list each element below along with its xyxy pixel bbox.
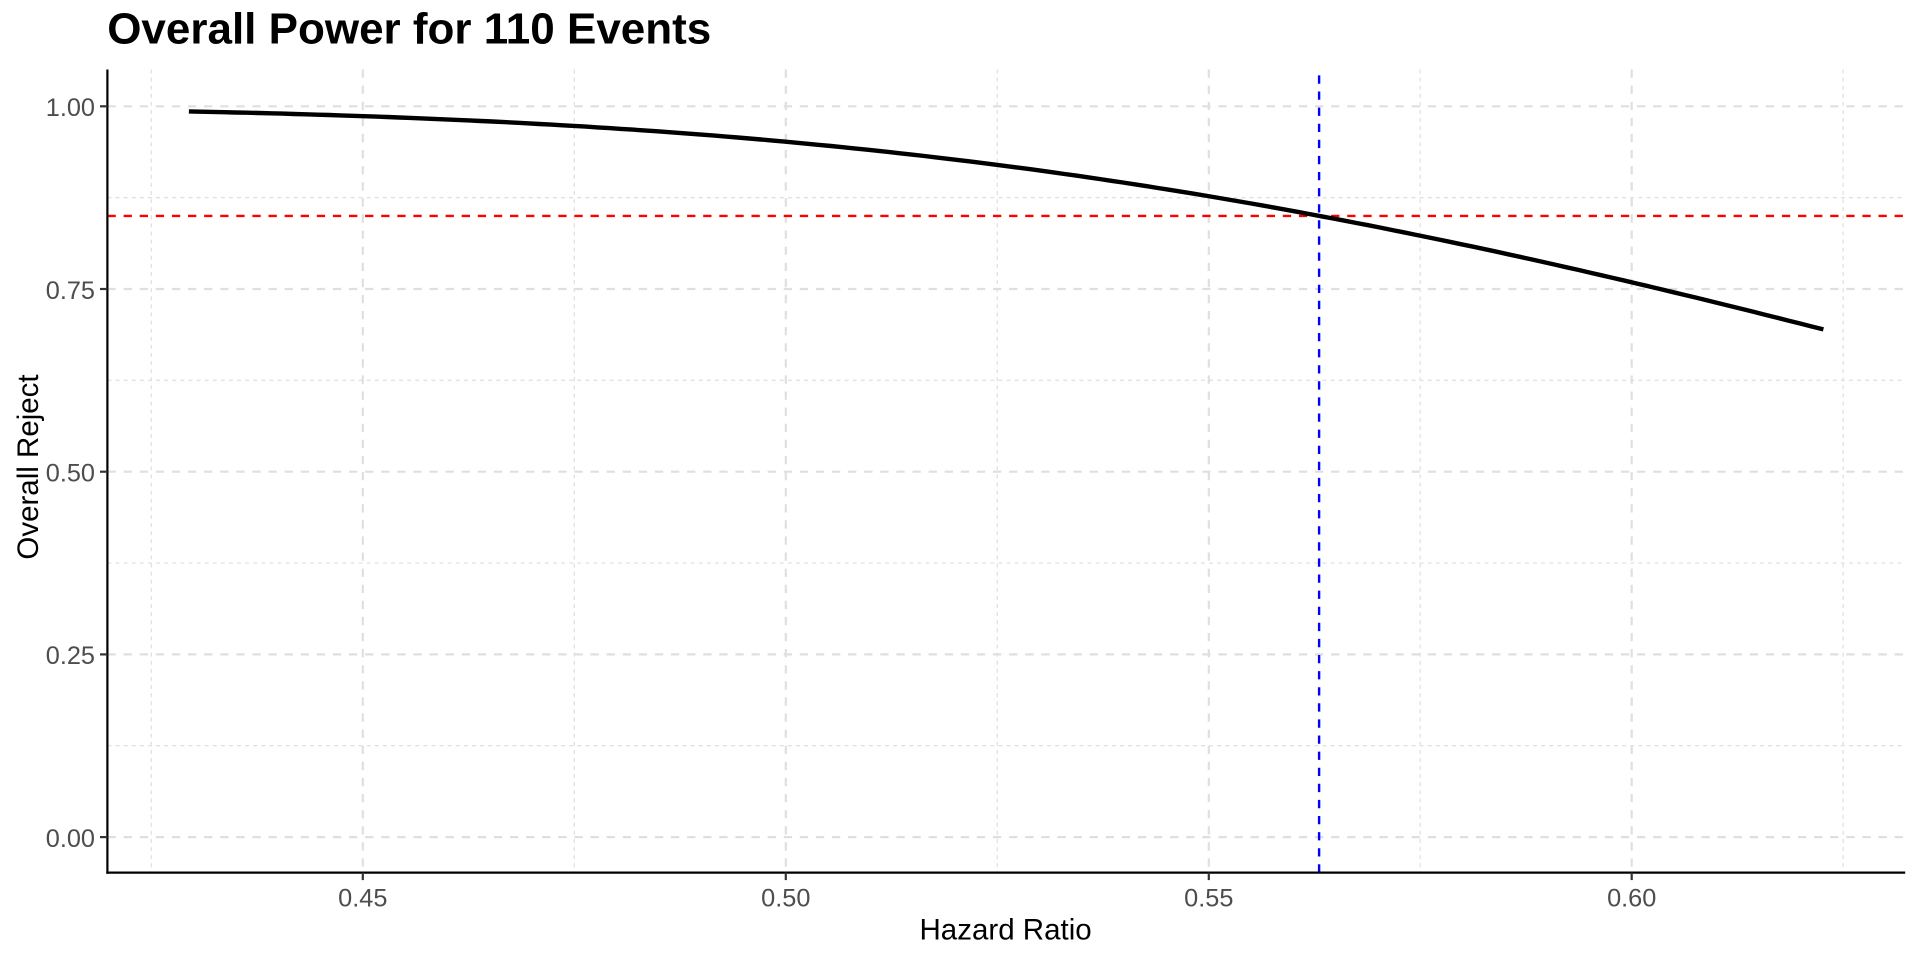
svg-text:Overall Power for 110 Events: Overall Power for 110 Events (107, 5, 711, 54)
svg-text:Overall Reject: Overall Reject (12, 374, 45, 559)
svg-text:0.75: 0.75 (46, 277, 95, 305)
svg-text:0.55: 0.55 (1184, 884, 1233, 912)
svg-text:1.00: 1.00 (46, 94, 95, 122)
svg-text:0.50: 0.50 (46, 460, 95, 488)
svg-text:0.25: 0.25 (46, 642, 95, 670)
svg-text:0.45: 0.45 (338, 884, 387, 912)
svg-text:0.50: 0.50 (761, 884, 810, 912)
svg-text:Hazard Ratio: Hazard Ratio (920, 914, 1092, 947)
svg-text:0.60: 0.60 (1607, 884, 1656, 912)
svg-text:0.00: 0.00 (46, 825, 95, 853)
